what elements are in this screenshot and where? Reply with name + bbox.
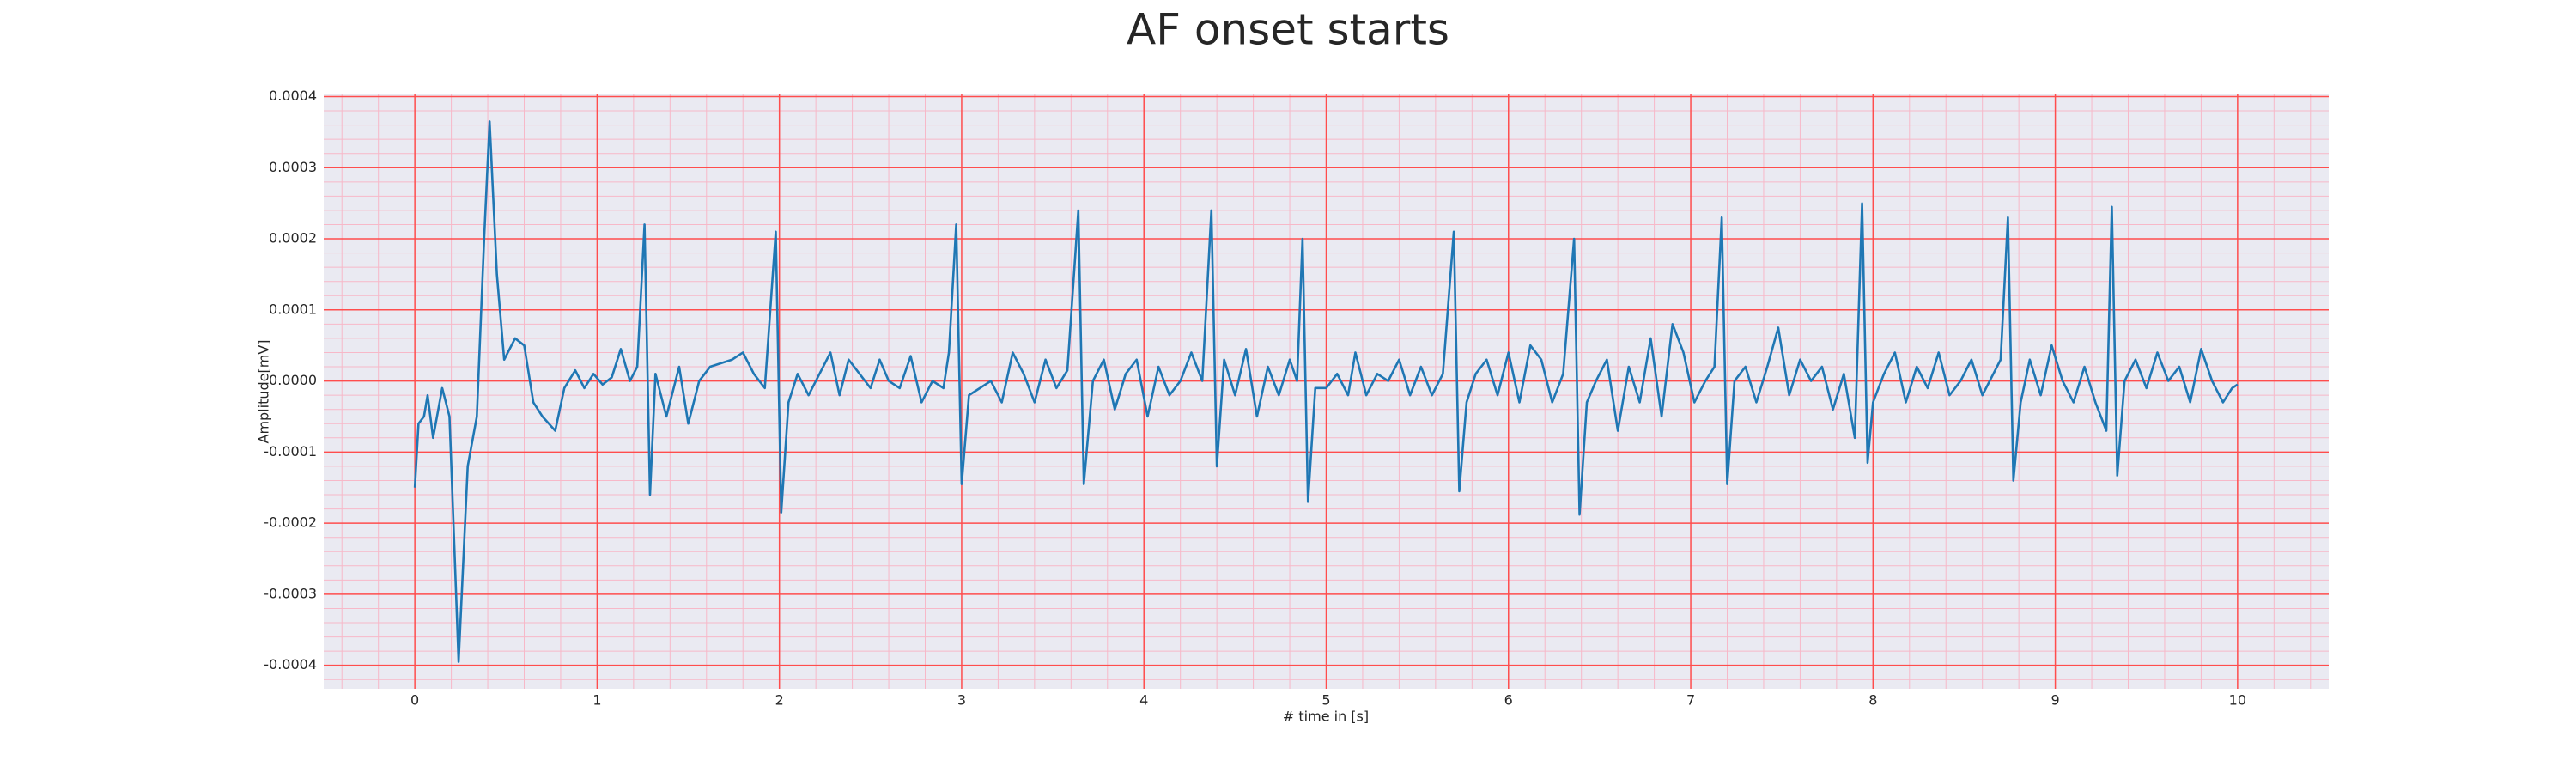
x-tick-label: 8 xyxy=(1868,692,1877,709)
x-tick-label: 2 xyxy=(775,692,784,709)
x-tick-label: 6 xyxy=(1504,692,1513,709)
x-tick-label: 10 xyxy=(2229,692,2246,709)
y-tick-label: 0.0002 xyxy=(269,230,317,247)
y-tick-label: 0.0004 xyxy=(269,88,317,104)
y-tick-label: 0.0001 xyxy=(269,301,317,317)
x-tick-label: 3 xyxy=(957,692,966,709)
x-tick-label: 5 xyxy=(1321,692,1330,709)
x-axis-label: # time in [s] xyxy=(1283,709,1369,725)
y-axis-label: Amplitude[mV] xyxy=(256,339,272,443)
y-tick-label: 0.0000 xyxy=(269,372,317,388)
y-tick-label: -0.0004 xyxy=(264,656,317,673)
x-tick-label: 4 xyxy=(1139,692,1148,709)
x-tick-label: 1 xyxy=(592,692,601,709)
y-tick-label: -0.0002 xyxy=(264,514,317,531)
y-tick-label: 0.0003 xyxy=(269,159,317,175)
x-tick-label: 0 xyxy=(410,692,419,709)
chart-title: AF onset starts xyxy=(1127,5,1449,55)
y-tick-label: -0.0003 xyxy=(264,585,317,601)
y-tick-label: -0.0001 xyxy=(264,443,317,460)
line-series xyxy=(413,120,2239,663)
x-tick-label: 7 xyxy=(1686,692,1695,709)
x-tick-label: 9 xyxy=(2050,692,2059,709)
